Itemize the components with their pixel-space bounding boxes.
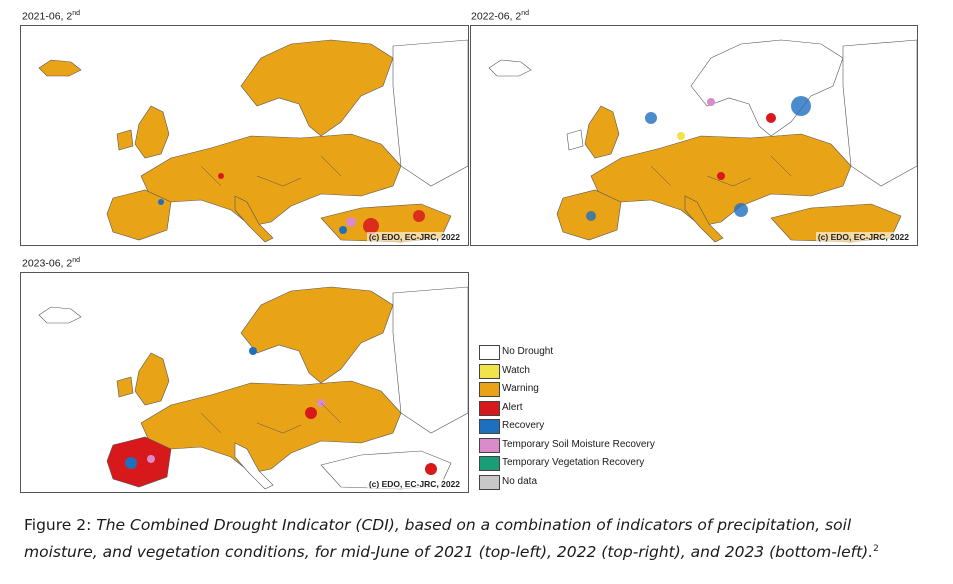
alert-spot: [425, 463, 437, 475]
recovery-spot: [586, 211, 596, 221]
legend-swatch: [479, 400, 500, 416]
caption-footnote: 2: [873, 544, 879, 554]
copyright-notice: (c) EDO, EC-JRC, 2022: [815, 232, 911, 242]
europe-map-2022: [488, 39, 917, 243]
legend-swatch: [479, 382, 500, 397]
alert-spot: [305, 407, 317, 419]
legend-swatch: [479, 345, 500, 360]
recovery-spot: [645, 112, 657, 124]
soil-recovery-spot: [707, 98, 715, 106]
panel-sup: nd: [72, 257, 81, 264]
figure-caption: Figure 2: The Combined Drought Indicator…: [24, 513, 929, 564]
legend-swatch: [479, 363, 500, 379]
legend-label: Recovery: [502, 420, 545, 431]
alert-spot: [218, 173, 224, 179]
recovery-spot: [791, 96, 811, 116]
panel-label-2023: 2023-06, 2nd: [22, 257, 80, 270]
panel-date: 2022-06, 2: [471, 10, 522, 23]
legend-label: No data: [502, 475, 538, 487]
caption-text: The Combined Drought Indicator (CDI), ba…: [24, 516, 874, 562]
alert-spot: [717, 172, 725, 180]
recovery-spot: [734, 203, 748, 217]
legend-swatch: [479, 419, 500, 434]
recovery-spot: [249, 347, 257, 355]
legend-label: Warning: [502, 383, 539, 394]
copyright-notice: (c) EDO, EC-JRC, 2022: [366, 232, 462, 242]
recovery-spot: [339, 226, 347, 234]
legend-label: Watch: [502, 364, 530, 376]
legend-label: Temporary Vegetation Recovery: [502, 457, 645, 468]
legend-swatch: [479, 437, 500, 453]
caption-prefix: Figure 2:: [24, 516, 97, 534]
europe-map-2023: [38, 286, 468, 490]
legend-label: No Drought: [502, 346, 554, 357]
copyright-notice: (c) EDO, EC-JRC, 2022: [366, 479, 462, 489]
alert-spot: [413, 210, 425, 222]
soil-recovery-spot: [346, 217, 356, 227]
panel-date: 2021-06, 2: [22, 10, 73, 23]
legend-swatch: [479, 456, 500, 471]
watch-spot: [677, 132, 685, 140]
panel-label-2021: 2021-06, 2nd: [22, 10, 80, 23]
legend-label: Temporary Soil Moisture Recovery: [502, 438, 655, 450]
europe-map-2021: [38, 39, 468, 243]
recovery-spot: [158, 199, 164, 205]
legend-swatch: [479, 474, 500, 490]
alert-spot: [363, 218, 379, 234]
panel-date: 2023-06, 2: [22, 257, 73, 270]
panel-sup: nd: [72, 10, 81, 17]
map-2021: (c) EDO, EC-JRC, 2022: [20, 25, 469, 246]
soil-recovery-spot: [147, 455, 155, 463]
alert-spot: [766, 113, 776, 123]
map-2022: (c) EDO, EC-JRC, 2022: [470, 25, 918, 246]
panel-sup: nd: [521, 10, 530, 17]
recovery-spot: [125, 457, 137, 469]
map-2023: (c) EDO, EC-JRC, 2022: [20, 272, 469, 493]
panel-label-2022: 2022-06, 2nd: [471, 10, 529, 23]
legend-label: Alert: [502, 401, 523, 413]
